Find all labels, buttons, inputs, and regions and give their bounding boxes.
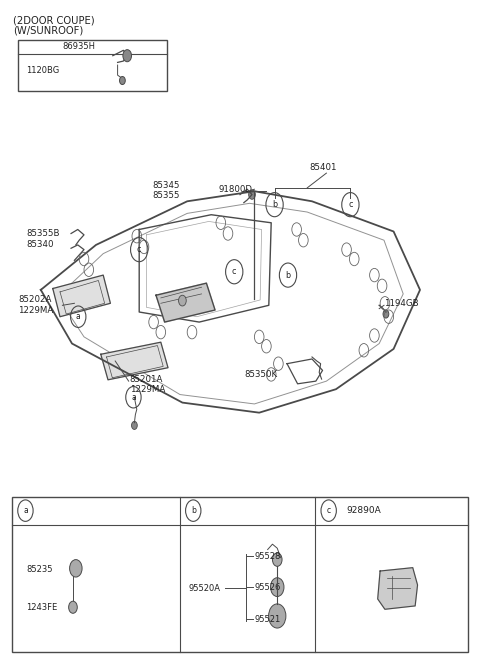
Circle shape <box>69 601 77 613</box>
Text: 85235: 85235 <box>26 565 53 574</box>
Text: 95521: 95521 <box>255 615 281 624</box>
Text: c: c <box>348 200 353 209</box>
Polygon shape <box>101 342 168 380</box>
Text: 95528: 95528 <box>255 552 281 561</box>
Circle shape <box>70 560 82 577</box>
Circle shape <box>269 604 286 628</box>
Text: a: a <box>76 312 81 321</box>
Circle shape <box>179 295 186 306</box>
Text: c: c <box>232 267 237 276</box>
Text: (W/SUNROOF): (W/SUNROOF) <box>13 26 84 36</box>
Circle shape <box>249 190 255 199</box>
Circle shape <box>273 553 282 566</box>
Text: 1229MA: 1229MA <box>130 384 165 394</box>
Text: 1120BG: 1120BG <box>26 66 60 75</box>
Text: 85201A: 85201A <box>130 374 163 384</box>
Bar <box>18 40 167 91</box>
Text: 85350K: 85350K <box>245 370 278 379</box>
Polygon shape <box>53 275 110 317</box>
Text: (2DOOR COUPE): (2DOOR COUPE) <box>13 15 95 25</box>
Text: 85202A: 85202A <box>18 295 52 305</box>
Polygon shape <box>156 283 215 322</box>
Text: 95526: 95526 <box>255 582 281 592</box>
Circle shape <box>383 310 389 318</box>
Text: 91800D: 91800D <box>218 185 252 194</box>
Text: 92890A: 92890A <box>347 506 381 515</box>
Text: b: b <box>286 270 290 280</box>
Text: 85355: 85355 <box>153 191 180 200</box>
Circle shape <box>132 421 137 429</box>
Polygon shape <box>378 568 418 609</box>
Circle shape <box>120 76 125 85</box>
Text: b: b <box>272 200 277 209</box>
Text: 1229MA: 1229MA <box>18 306 53 315</box>
Text: 1243FE: 1243FE <box>26 603 58 612</box>
Bar <box>12 497 468 652</box>
Text: 85345: 85345 <box>153 180 180 190</box>
Text: 85355B: 85355B <box>26 229 60 238</box>
Text: 86935H: 86935H <box>62 42 96 52</box>
Text: 85340: 85340 <box>26 240 54 249</box>
Circle shape <box>123 50 132 62</box>
Text: 95520A: 95520A <box>189 584 220 593</box>
Text: b: b <box>191 506 196 515</box>
Text: a: a <box>131 393 136 402</box>
Text: a: a <box>23 506 28 515</box>
Text: c: c <box>137 245 142 254</box>
Text: 85401: 85401 <box>310 163 337 172</box>
Circle shape <box>271 578 284 597</box>
Text: c: c <box>326 506 331 515</box>
Text: 1194GB: 1194GB <box>384 299 419 308</box>
